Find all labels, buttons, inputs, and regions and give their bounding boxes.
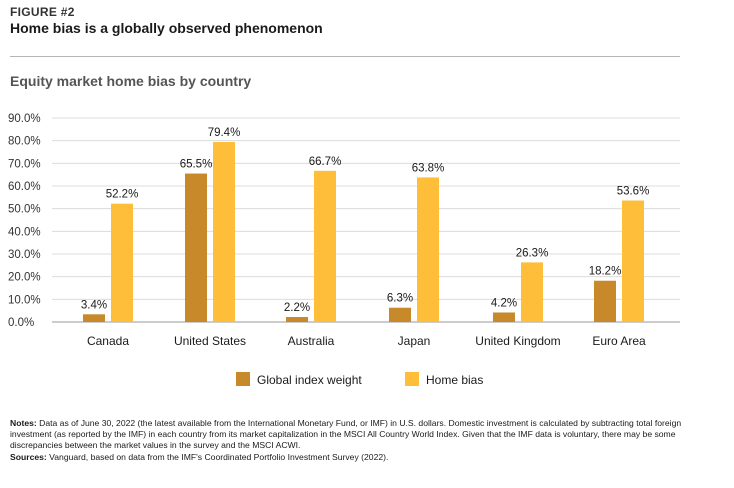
- chart-title: Equity market home bias by country: [10, 73, 252, 89]
- figure-number: FIGURE #2: [10, 5, 75, 19]
- x-category-label: Canada: [87, 334, 129, 348]
- x-category-label: Euro Area: [592, 334, 646, 348]
- x-category-label: Japan: [398, 334, 431, 348]
- y-tick-label: 10.0%: [8, 294, 41, 306]
- x-category-label: United States: [174, 334, 246, 348]
- bar-global-index-weight: [389, 307, 411, 322]
- legend-label-home-bias: Home bias: [426, 373, 483, 387]
- data-label-global-index-weight: 3.4%: [81, 299, 107, 311]
- bar-home-bias: [111, 203, 133, 322]
- legend-swatch-global-index-weight: [236, 372, 250, 386]
- data-label-home-bias: 26.3%: [516, 247, 549, 259]
- x-category-label: United Kingdom: [475, 334, 560, 348]
- data-label-global-index-weight: 6.3%: [387, 293, 413, 305]
- sources-label: Sources:: [10, 451, 47, 462]
- bar-chart: 0.0% 10.0% 20.0% 30.0% 40.0% 50.0% 60.0% 70.0% 8…: [8, 113, 680, 387]
- title-divider: [10, 56, 680, 57]
- data-label-global-index-weight: 4.2%: [491, 297, 517, 309]
- bar-global-index-weight: [185, 173, 207, 322]
- y-tick-label: 20.0%: [8, 272, 41, 284]
- y-tick-label: 30.0%: [8, 249, 41, 261]
- bar-home-bias: [622, 200, 644, 322]
- data-label-home-bias: 53.6%: [617, 186, 650, 198]
- data-label-global-index-weight: 2.2%: [284, 302, 310, 314]
- data-label-home-bias: 79.4%: [208, 127, 241, 139]
- figure-title: Home bias is a globally observed phenome…: [10, 20, 323, 36]
- y-tick-label: 60.0%: [8, 181, 41, 193]
- data-label-home-bias: 63.8%: [412, 162, 445, 174]
- bar-global-index-weight: [493, 312, 515, 322]
- legend-label-global-index-weight: Global index weight: [257, 373, 362, 387]
- bar-home-bias: [417, 177, 439, 322]
- bar-global-index-weight: [83, 314, 105, 322]
- chart-notes: Notes: Data as of June 30, 2022 (the lat…: [10, 418, 710, 463]
- legend-swatch-home-bias: [405, 372, 419, 386]
- bar-home-bias: [213, 142, 235, 322]
- sources-text: Vanguard, based on data from the IMF's C…: [49, 451, 389, 462]
- bar-home-bias: [314, 170, 336, 322]
- y-tick-label: 0.0%: [8, 317, 34, 329]
- y-tick-label: 40.0%: [8, 226, 41, 238]
- y-tick-label: 90.0%: [8, 113, 41, 125]
- data-label-global-index-weight: 18.2%: [589, 266, 622, 278]
- y-tick-label: 80.0%: [8, 136, 41, 148]
- data-label-home-bias: 52.2%: [106, 189, 139, 201]
- bar-global-index-weight: [594, 280, 616, 322]
- notes-label: Notes:: [10, 418, 37, 428]
- bar-home-bias: [521, 262, 543, 322]
- x-category-label: Australia: [288, 334, 335, 348]
- y-tick-label: 70.0%: [8, 158, 41, 170]
- notes-text: Data as of June 30, 2022 (the latest ava…: [10, 418, 682, 451]
- data-label-global-index-weight: 65.5%: [180, 159, 213, 171]
- bar-global-index-weight: [286, 317, 308, 322]
- data-label-home-bias: 66.7%: [309, 156, 342, 168]
- y-tick-label: 50.0%: [8, 204, 41, 216]
